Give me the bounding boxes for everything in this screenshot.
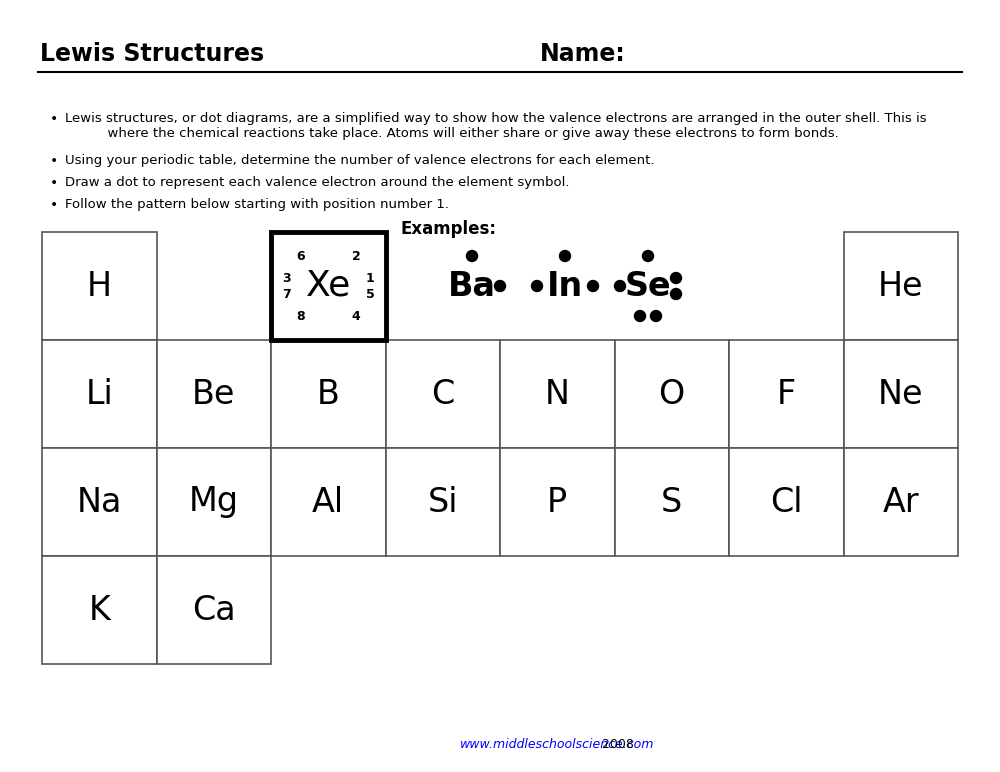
Text: 6: 6: [296, 249, 305, 262]
Text: He: He: [878, 269, 924, 303]
Text: Al: Al: [312, 486, 344, 519]
Text: 1: 1: [366, 272, 375, 285]
Text: Xe: Xe: [306, 269, 351, 303]
Bar: [844, 232, 958, 340]
Circle shape: [635, 310, 646, 321]
Circle shape: [588, 280, 598, 292]
Text: Examples:: Examples:: [400, 220, 496, 238]
Bar: [42, 556, 156, 664]
Text: www.middleschoolscience.com: www.middleschoolscience.com: [460, 737, 654, 750]
Text: Se: Se: [625, 269, 671, 303]
Circle shape: [650, 310, 662, 321]
Text: K: K: [88, 594, 110, 627]
Circle shape: [670, 289, 682, 300]
Text: Li: Li: [85, 378, 113, 411]
Text: 7: 7: [282, 287, 291, 300]
Bar: [271, 232, 386, 340]
Bar: [271, 340, 386, 448]
Bar: [729, 340, 844, 448]
Bar: [271, 448, 386, 556]
Circle shape: [614, 280, 626, 292]
Text: S: S: [661, 486, 682, 519]
Text: Follow the pattern below starting with position number 1.: Follow the pattern below starting with p…: [65, 198, 449, 211]
Text: •: •: [50, 176, 58, 190]
Bar: [156, 448, 271, 556]
Text: C: C: [431, 378, 454, 411]
Bar: [42, 232, 156, 340]
Text: Ne: Ne: [878, 378, 924, 411]
Bar: [156, 556, 271, 664]
Text: Be: Be: [192, 378, 235, 411]
Bar: [42, 448, 156, 556]
Text: Cl: Cl: [770, 486, 802, 519]
Text: In: In: [547, 269, 583, 303]
Text: F: F: [777, 378, 796, 411]
Text: 5: 5: [366, 287, 375, 300]
Circle shape: [532, 280, 542, 292]
Text: Ba: Ba: [448, 269, 496, 303]
Text: P: P: [547, 486, 567, 519]
Text: Ca: Ca: [192, 594, 236, 627]
Text: Lewis structures, or dot diagrams, are a simplified way to show how the valence : Lewis structures, or dot diagrams, are a…: [65, 112, 927, 140]
Circle shape: [494, 280, 506, 292]
Text: 4: 4: [352, 310, 361, 323]
Bar: [614, 448, 729, 556]
Text: Mg: Mg: [189, 486, 239, 519]
Bar: [500, 448, 614, 556]
Text: 3: 3: [282, 272, 291, 285]
Text: Draw a dot to represent each valence electron around the element symbol.: Draw a dot to represent each valence ele…: [65, 176, 570, 189]
Text: Ar: Ar: [882, 486, 919, 519]
Bar: [386, 448, 500, 556]
Text: Si: Si: [428, 486, 458, 519]
Bar: [42, 340, 156, 448]
Text: 2008: 2008: [598, 737, 634, 750]
Bar: [156, 340, 271, 448]
Circle shape: [466, 250, 478, 262]
Text: •: •: [50, 154, 58, 168]
Text: •: •: [50, 112, 58, 126]
Circle shape: [642, 250, 654, 262]
Circle shape: [670, 273, 682, 283]
Text: H: H: [87, 269, 112, 303]
Text: Name:: Name:: [540, 42, 626, 66]
Bar: [844, 448, 958, 556]
Text: O: O: [659, 378, 685, 411]
Text: Lewis Structures: Lewis Structures: [40, 42, 264, 66]
Text: 8: 8: [296, 310, 305, 323]
Text: Na: Na: [77, 486, 122, 519]
Bar: [500, 340, 614, 448]
Circle shape: [560, 250, 570, 262]
Bar: [386, 340, 500, 448]
Text: N: N: [545, 378, 570, 411]
Bar: [729, 448, 844, 556]
Text: B: B: [317, 378, 340, 411]
Bar: [614, 340, 729, 448]
Bar: [844, 340, 958, 448]
Text: 2: 2: [352, 249, 361, 262]
Text: •: •: [50, 198, 58, 212]
Text: Using your periodic table, determine the number of valence electrons for each el: Using your periodic table, determine the…: [65, 154, 654, 167]
